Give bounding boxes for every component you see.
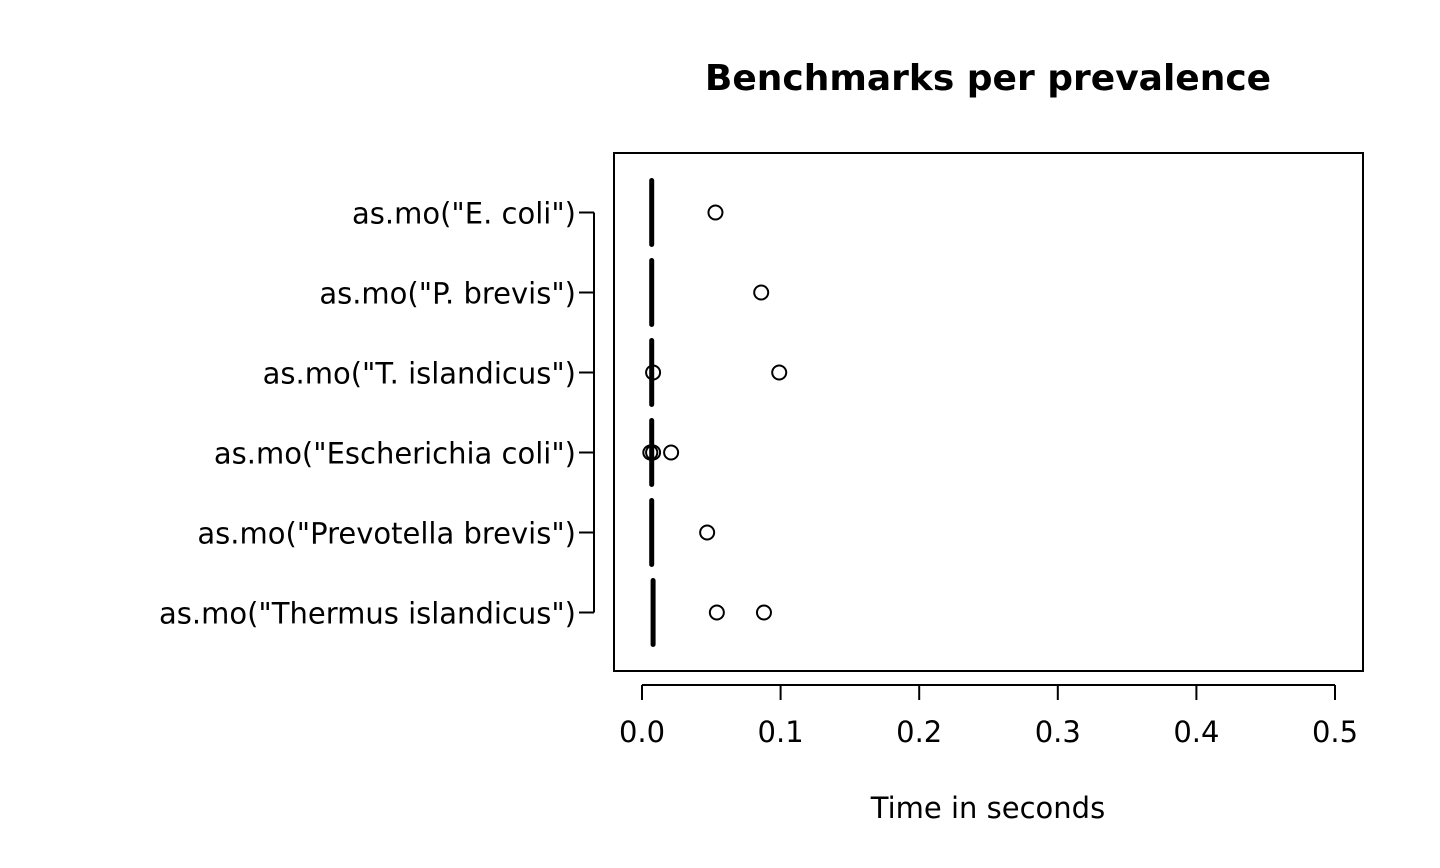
outlier-point [645, 364, 662, 381]
plot-frame [613, 152, 1364, 672]
x-tick-label: 0.3 [1035, 715, 1081, 749]
x-tick-label: 0.2 [896, 715, 942, 749]
box-group [645, 338, 788, 407]
y-axis: as.mo("E. coli") as.mo("P. brevis") as.mo(… [159, 197, 595, 631]
x-tick-label: 0.0 [619, 715, 665, 749]
outlier-point [707, 204, 724, 221]
y-tick-label: as.mo("Escherichia coli") [214, 437, 576, 471]
outlier-point [699, 524, 716, 541]
x-axis-title: Time in seconds [870, 791, 1105, 825]
y-tick-label: as.mo("T. islandicus") [263, 357, 576, 391]
outlier-point [755, 604, 772, 621]
outlier-point [708, 604, 725, 621]
outlier-point [663, 444, 680, 461]
outlier-point [645, 444, 662, 461]
outlier-point [771, 364, 788, 381]
x-axis: 0.0 0.1 0.2 0.3 0.4 0.5 [619, 684, 1358, 749]
y-tick-label: as.mo("P. brevis") [319, 277, 576, 311]
chart-title: Benchmarks per prevalence [705, 58, 1271, 99]
box-group [649, 498, 716, 567]
box-group [649, 178, 724, 247]
x-tick-label: 0.4 [1173, 715, 1219, 749]
x-tick-label: 0.5 [1312, 715, 1358, 749]
boxplot-series [642, 178, 788, 647]
box-group [650, 578, 772, 647]
box-group [649, 258, 770, 327]
y-tick-label: as.mo("Prevotella brevis") [197, 517, 576, 551]
y-tick-label: as.mo("Thermus islandicus") [159, 597, 576, 631]
box-group [642, 418, 680, 487]
x-tick-label: 0.1 [758, 715, 804, 749]
outlier-point [753, 284, 770, 301]
y-tick-label: as.mo("E. coli") [352, 197, 576, 231]
